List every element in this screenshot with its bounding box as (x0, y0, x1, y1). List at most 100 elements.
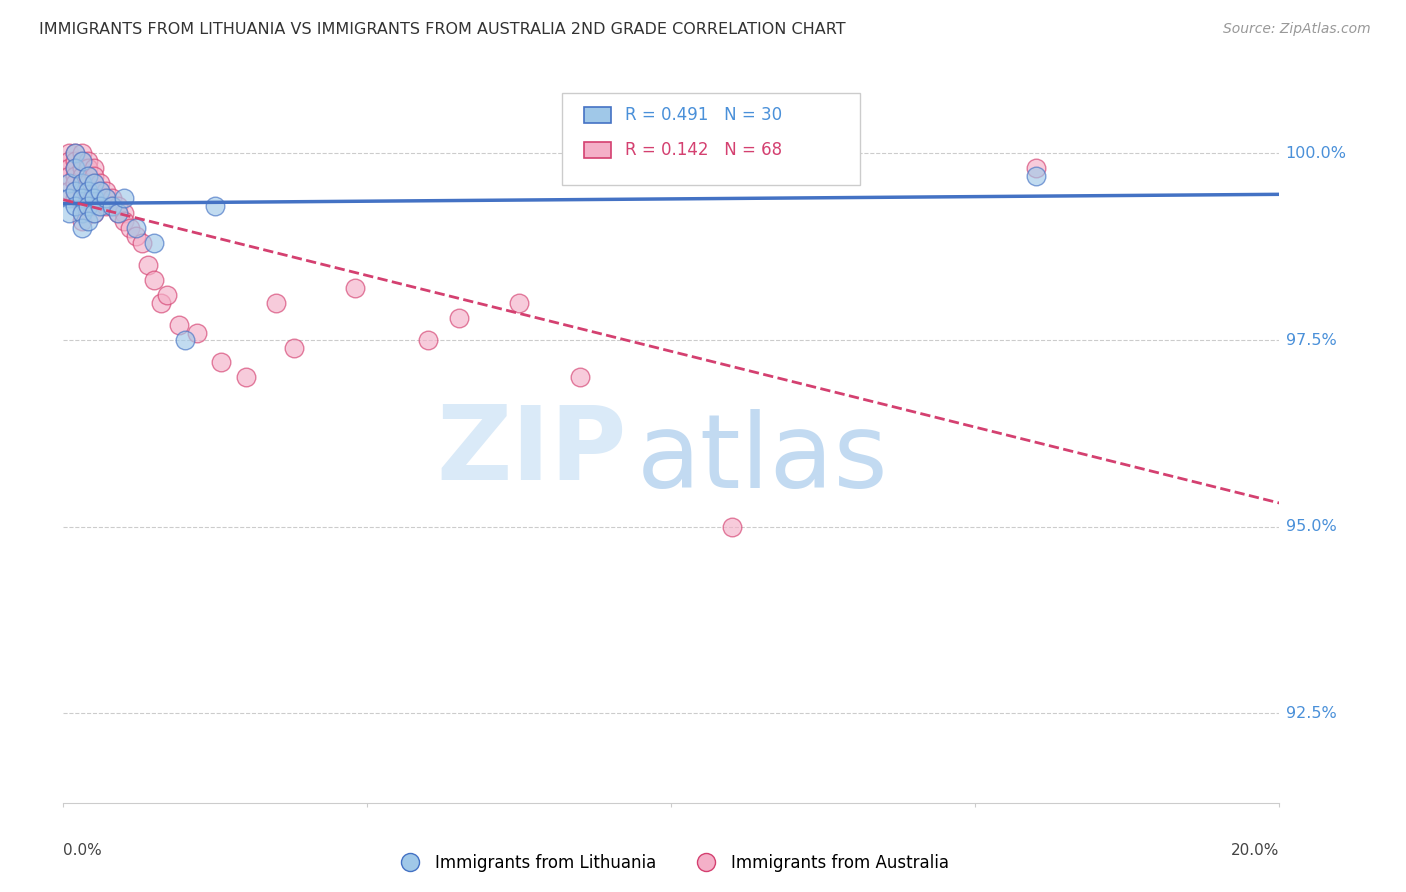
Point (569, 370, 592, 384)
Point (65, 177, 87, 191)
Point (76, 153, 98, 168)
Point (283, 341, 305, 355)
Point (83, 169, 105, 183)
Point (1025, 169, 1047, 183)
Point (70, 153, 93, 168)
Point (89, 184, 111, 198)
Point (58, 191, 80, 205)
Point (58, 206, 80, 220)
Point (65, 146, 87, 161)
Point (76, 191, 98, 205)
Point (131, 235, 153, 250)
Point (58, 184, 80, 198)
Point (418, 333, 440, 347)
Point (94, 191, 117, 205)
Point (70, 153, 93, 168)
Text: IMMIGRANTS FROM LITHUANIA VS IMMIGRANTS FROM AUSTRALIA 2ND GRADE CORRELATION CHA: IMMIGRANTS FROM LITHUANIA VS IMMIGRANTS … (39, 22, 846, 37)
Point (107, 206, 129, 220)
Text: 0.0%: 0.0% (63, 843, 103, 858)
Point (112, 213, 135, 227)
Point (83, 206, 105, 220)
Point (76, 161, 98, 176)
Point (186, 326, 208, 340)
Text: 97.5%: 97.5% (1285, 333, 1336, 348)
Point (65, 184, 87, 198)
Point (125, 228, 148, 243)
Point (83, 161, 105, 176)
Point (70, 221, 93, 235)
Legend: Immigrants from Lithuania, Immigrants from Australia: Immigrants from Lithuania, Immigrants fr… (387, 847, 956, 879)
Point (58, 146, 80, 161)
Point (70, 146, 93, 161)
Point (112, 206, 135, 220)
Point (107, 206, 129, 220)
Text: 92.5%: 92.5% (1285, 706, 1336, 721)
Point (120, 221, 142, 235)
Point (138, 259, 160, 273)
Bar (583, 143, 610, 159)
Point (83, 191, 105, 205)
Point (70, 206, 93, 220)
Point (264, 295, 287, 310)
Point (101, 191, 124, 205)
Point (89, 184, 111, 198)
Point (143, 273, 166, 287)
Point (76, 169, 98, 183)
Text: 20.0%: 20.0% (1232, 843, 1279, 858)
Point (65, 184, 87, 198)
Point (167, 318, 190, 332)
Point (65, 161, 87, 176)
Point (76, 199, 98, 213)
Point (76, 184, 98, 198)
Point (70, 177, 93, 191)
Point (70, 161, 93, 176)
Text: R = 0.142   N = 68: R = 0.142 N = 68 (626, 141, 782, 160)
Point (94, 191, 117, 205)
Point (89, 191, 111, 205)
Point (70, 199, 93, 213)
Point (204, 199, 226, 213)
Point (76, 177, 98, 191)
Point (94, 199, 117, 213)
Point (235, 370, 257, 384)
Point (70, 177, 93, 191)
Point (58, 169, 80, 183)
Point (1025, 161, 1047, 176)
Point (89, 177, 111, 191)
Text: 95.0%: 95.0% (1285, 519, 1336, 534)
Point (83, 184, 105, 198)
Point (89, 199, 111, 213)
Point (76, 184, 98, 198)
Point (83, 199, 105, 213)
Point (70, 206, 93, 220)
Bar (583, 107, 610, 123)
Point (76, 199, 98, 213)
Point (112, 191, 135, 205)
Point (107, 199, 129, 213)
Point (65, 146, 87, 161)
Point (76, 213, 98, 227)
Point (149, 295, 172, 310)
Text: R = 0.491   N = 30: R = 0.491 N = 30 (626, 106, 782, 124)
Point (125, 221, 148, 235)
Point (174, 333, 197, 347)
Point (65, 153, 87, 168)
Point (508, 295, 530, 310)
Point (143, 235, 166, 250)
Point (70, 213, 93, 227)
Point (83, 191, 105, 205)
Point (156, 288, 179, 302)
Point (70, 184, 93, 198)
Point (65, 161, 87, 176)
Point (65, 199, 87, 213)
Point (447, 310, 470, 325)
Point (101, 199, 124, 213)
Point (83, 177, 105, 191)
Point (70, 191, 93, 205)
Text: 100.0%: 100.0% (1285, 146, 1347, 161)
Point (65, 191, 87, 205)
Point (70, 169, 93, 183)
Point (94, 184, 117, 198)
Point (721, 519, 744, 533)
Point (101, 199, 124, 213)
